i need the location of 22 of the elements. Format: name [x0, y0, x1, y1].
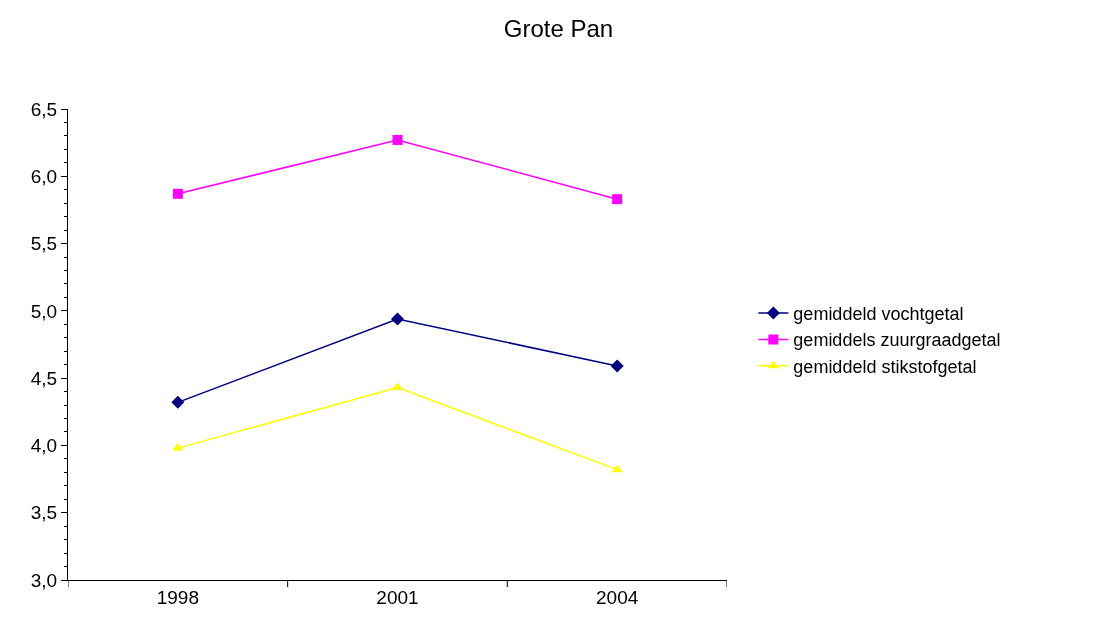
y-tick-label: 3,0 [30, 569, 58, 591]
point [172, 188, 183, 199]
point [611, 464, 623, 473]
y-tick-label: 4,5 [30, 367, 58, 389]
x-tick-label: 1998 [156, 586, 199, 608]
x-tick-label: 2004 [596, 586, 639, 608]
y-tick-label: 5,0 [30, 300, 58, 322]
y-tick-label: 4,0 [30, 435, 58, 457]
y-tick-label: 6,5 [30, 98, 58, 120]
legend-label: gemiddeld stikstofgetal [793, 356, 977, 377]
point [171, 395, 185, 409]
legend-label: gemiddels zuurgraadgetal [793, 330, 1001, 351]
y-tick-label: 5,5 [30, 233, 58, 255]
point [392, 134, 403, 145]
x-tick-label: 2001 [376, 586, 419, 608]
point [391, 312, 404, 326]
y-tick-label: 6,0 [30, 165, 58, 187]
y-tick-label: 3,5 [30, 502, 58, 524]
point [610, 359, 624, 373]
point [612, 194, 623, 205]
chart-title: Grote Pan [503, 14, 614, 42]
legend-label: gemiddeld vochtgetal [793, 304, 964, 325]
